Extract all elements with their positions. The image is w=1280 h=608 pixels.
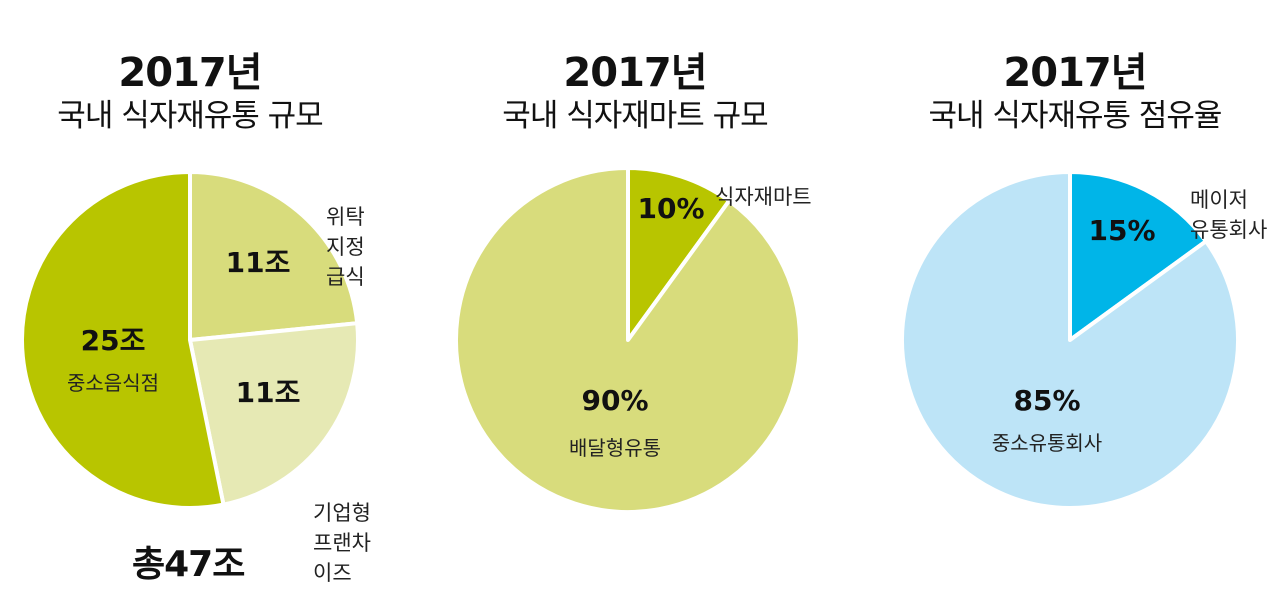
chart-subtitle: 국내 식자재유통 점유율 <box>928 98 1223 134</box>
slice-value-label: 11조 <box>236 376 301 409</box>
slice-value-label: 25조 <box>81 324 146 357</box>
chart-panel-3: 2017년 국내 식자재유통 점유율 15% 85% 중소유통회사 메이저 유통회사 <box>870 0 1280 608</box>
slice-external-label: 기업형 프랜차이즈 <box>313 501 371 585</box>
pie-slice <box>900 170 1240 510</box>
slice-external-label: 메이저 유통회사 <box>1190 188 1268 242</box>
slice-value-label: 85% <box>1013 384 1080 417</box>
slice-name-label: 중소음식점 <box>67 371 159 395</box>
pie-slice <box>188 170 360 342</box>
pie-slice <box>20 170 226 510</box>
chart-title: 2017년 <box>1003 50 1147 96</box>
chart-subtitle: 국내 식자재마트 규모 <box>502 98 768 134</box>
slice-external-label: 위탁 지정급식 <box>326 205 365 289</box>
chart-title: 2017년 <box>118 50 262 96</box>
slice-value-label: 11조 <box>226 246 291 279</box>
pie-slice <box>1068 170 1208 342</box>
pie-slice <box>626 166 732 342</box>
slice-value-label: 10% <box>637 192 704 225</box>
total-label: 총47조 <box>132 544 245 585</box>
chart-panel-1: 2017년 국내 식자재유통 규모 11조 11조 25조 중소음식점 위탁 지정급식 … <box>0 0 380 608</box>
slice-external-label: 식자재마트 <box>715 185 812 209</box>
chart-subtitle: 국내 식자재유통 규모 <box>57 98 323 134</box>
slice-name-label: 배달형유통 <box>569 436 661 460</box>
pie-chart: 10% 90% 배달형유통 <box>454 166 802 514</box>
slice-value-label: 15% <box>1088 214 1155 247</box>
slice-value-label: 90% <box>581 384 648 417</box>
chart-title: 2017년 <box>563 50 707 96</box>
pie-slice <box>454 166 802 514</box>
pie-slice <box>188 321 360 507</box>
chart-panel-2: 2017년 국내 식자재마트 규모 10% 90% 배달형유통 식자재마트 <box>425 0 845 608</box>
pie-chart: 15% 85% 중소유통회사 <box>900 170 1240 510</box>
slice-name-label: 중소유통회사 <box>992 431 1102 455</box>
